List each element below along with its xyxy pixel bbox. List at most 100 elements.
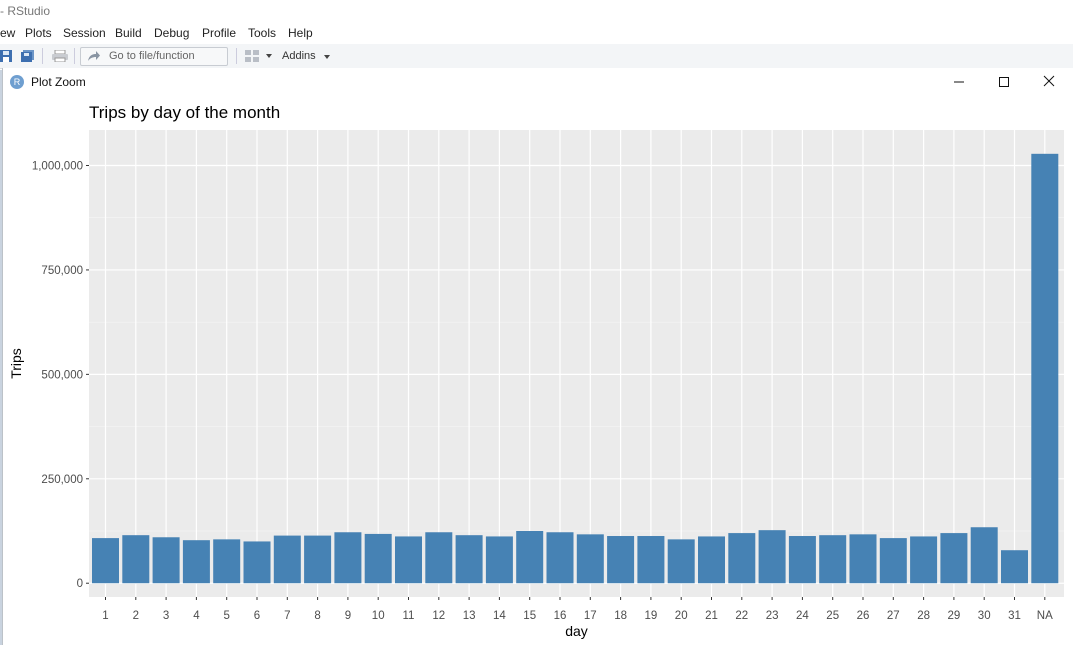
toolbar-separator <box>236 48 237 64</box>
bar-day-6 <box>243 541 271 584</box>
x-tick-label: 6 <box>254 610 260 622</box>
menu-profile[interactable]: Profile <box>202 26 237 40</box>
addins-label: Addins <box>282 50 316 62</box>
x-tick-label: 14 <box>493 610 506 622</box>
chart-title: Trips by day of the month <box>89 103 281 122</box>
background-pane-edge <box>0 70 2 645</box>
x-tick-label: 1 <box>102 610 108 622</box>
x-tick-label: NA <box>1037 610 1053 622</box>
bar-day-17 <box>576 534 604 584</box>
bar-day-NA <box>1031 153 1059 584</box>
bar-day-13 <box>455 535 483 584</box>
x-tick-label: 24 <box>796 610 809 622</box>
bar-day-15 <box>516 531 544 584</box>
menu-tools[interactable]: Tools <box>248 26 277 40</box>
menu-help[interactable]: Help <box>288 26 313 40</box>
app-title-bar: - RStudio <box>0 0 1073 22</box>
x-tick-label: 17 <box>584 610 597 622</box>
x-tick-label: 18 <box>614 610 627 622</box>
x-tick-label: 8 <box>314 610 320 622</box>
x-tick-label: 5 <box>223 610 229 622</box>
x-tick-label: 22 <box>735 610 748 622</box>
bar-day-10 <box>364 533 392 584</box>
bar-day-21 <box>698 536 725 584</box>
bar-day-19 <box>637 536 665 584</box>
x-tick-label: 9 <box>345 610 351 622</box>
go-to-file-placeholder: Go to file/function <box>109 50 195 62</box>
bar-day-5 <box>213 539 241 584</box>
bar-day-1 <box>92 538 119 584</box>
x-tick-label: 19 <box>645 610 658 622</box>
x-tick-label: 26 <box>857 610 870 622</box>
bar-day-12 <box>425 532 453 584</box>
bar-day-28 <box>910 536 938 584</box>
plot-panel <box>89 130 1064 597</box>
go-to-file-input[interactable]: Go to file/function <box>80 47 228 66</box>
bar-day-22 <box>728 533 756 584</box>
bar-day-24 <box>788 536 816 584</box>
dropdown-caret-icon[interactable] <box>266 54 272 58</box>
bar-day-30 <box>970 527 998 584</box>
bar-day-29 <box>940 533 968 584</box>
x-axis-title: day <box>565 623 588 639</box>
save-icon[interactable] <box>0 50 13 62</box>
toolbar: Go to file/function Addins <box>0 44 1073 69</box>
x-tick-label: 20 <box>675 610 688 622</box>
x-tick-label: 23 <box>766 610 779 622</box>
minimize-icon[interactable] <box>948 72 970 92</box>
menu-bar: ew Plots Session Build Debug Profile Too… <box>0 22 1073 44</box>
plot-zoom-title-bar[interactable]: R Plot Zoom <box>3 68 1073 96</box>
bar-day-8 <box>304 535 332 584</box>
window-title: Plot Zoom <box>31 75 86 89</box>
menu-build[interactable]: Build <box>115 26 142 40</box>
bar-day-4 <box>182 540 210 584</box>
x-tick-label: 25 <box>826 610 839 622</box>
x-tick-label: 30 <box>978 610 991 622</box>
close-icon[interactable] <box>1038 72 1060 92</box>
x-tick-label: 3 <box>163 610 169 622</box>
x-tick-label: 21 <box>705 610 718 622</box>
maximize-icon[interactable] <box>993 72 1015 92</box>
x-tick-label: 12 <box>432 610 445 622</box>
y-tick-label: 0 <box>77 578 83 590</box>
app-title: - RStudio <box>0 4 51 18</box>
save-all-icon[interactable] <box>21 50 34 62</box>
bar-day-14 <box>485 536 513 584</box>
bar-day-2 <box>122 535 150 584</box>
bar-day-27 <box>879 538 907 584</box>
bar-day-3 <box>152 537 180 584</box>
x-tick-label: 28 <box>917 610 930 622</box>
x-tick-label: 7 <box>284 610 290 622</box>
bar-day-31 <box>1001 550 1028 584</box>
x-tick-label: 4 <box>193 610 200 622</box>
y-tick-label: 250,000 <box>41 474 83 486</box>
x-tick-label: 16 <box>554 610 567 622</box>
r-logo-icon: R <box>10 75 24 89</box>
x-tick-label: 15 <box>523 610 536 622</box>
toolbar-separator <box>74 48 75 64</box>
print-icon[interactable] <box>52 50 68 62</box>
y-tick-label: 750,000 <box>41 265 83 277</box>
toolbar-separator <box>42 48 43 64</box>
bar-day-25 <box>819 535 847 584</box>
bar-day-26 <box>849 534 877 584</box>
x-tick-label: 31 <box>1008 610 1021 622</box>
dropdown-caret-icon <box>323 55 330 59</box>
menu-view[interactable]: ew <box>0 26 16 40</box>
bar-day-9 <box>334 532 362 584</box>
x-tick-label: 11 <box>403 610 415 622</box>
menu-plots[interactable]: Plots <box>25 26 52 40</box>
y-axis-title: Trips <box>8 348 24 379</box>
menu-debug[interactable]: Debug <box>154 26 190 40</box>
bar-day-18 <box>607 536 635 584</box>
y-tick-label: 500,000 <box>41 369 83 381</box>
grid-icon[interactable] <box>245 50 260 62</box>
addins-menu[interactable]: Addins <box>282 48 330 64</box>
bar-day-7 <box>273 535 301 584</box>
menu-session[interactable]: Session <box>63 26 106 40</box>
y-tick-label: 1,000,000 <box>32 161 83 173</box>
x-tick-label: 13 <box>463 610 476 622</box>
bar-day-23 <box>758 530 786 584</box>
x-tick-label: 10 <box>372 610 385 622</box>
